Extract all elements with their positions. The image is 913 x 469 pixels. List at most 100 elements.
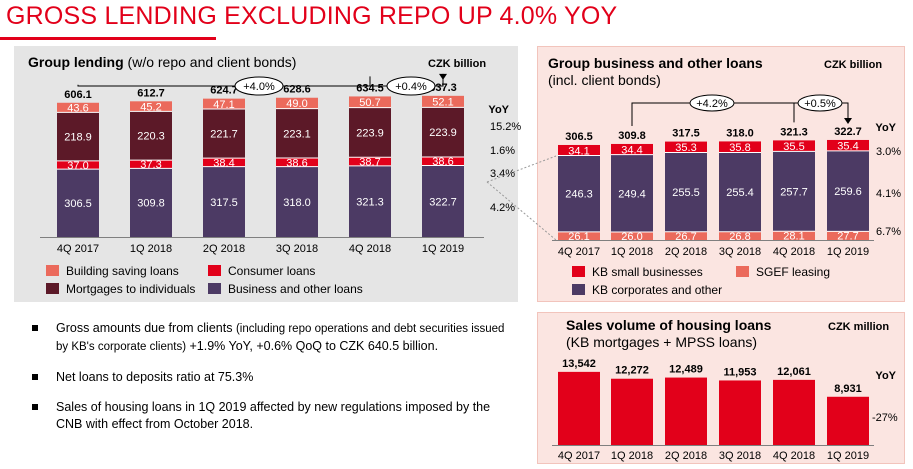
yoy-label: 4.1% — [876, 188, 901, 200]
value-label: 12,061 — [777, 366, 811, 378]
data-label: 34.1 — [568, 145, 589, 157]
total-label: 306.5 — [565, 131, 593, 143]
growth-oval — [689, 94, 735, 112]
bar-segment — [558, 144, 600, 156]
housing-loans-title: Sales volume of housing loans — [566, 317, 772, 333]
bar-segment — [719, 231, 761, 240]
bar-segment — [665, 152, 707, 232]
data-label: 223.9 — [429, 127, 457, 139]
bar-segment — [422, 107, 464, 157]
bar — [611, 378, 653, 445]
data-label: 38.7 — [359, 157, 380, 169]
tick-label: 4Q 2018 — [773, 450, 815, 462]
tick-label: 4Q 2017 — [558, 450, 600, 462]
tick-label: 3Q 2018 — [719, 246, 761, 258]
bar-segment — [276, 108, 318, 159]
data-label: 38.6 — [432, 156, 453, 168]
data-label: 26.7 — [675, 231, 696, 243]
bar-segment — [773, 151, 815, 232]
legend-consumer-loans: Consumer loans — [208, 264, 315, 278]
bar-segment — [719, 152, 761, 232]
data-label: 246.3 — [565, 189, 593, 201]
bar-segment — [422, 165, 464, 237]
bar-segment — [773, 140, 815, 152]
tick-label: 1Q 2019 — [827, 450, 869, 462]
data-label: 38.6 — [286, 157, 307, 169]
bar-segment — [203, 158, 245, 167]
tick-label: 3Q 2018 — [276, 243, 318, 255]
growth-label: +0.4% — [395, 81, 427, 93]
title-underline — [0, 37, 216, 40]
total-label: 322.7 — [834, 126, 862, 138]
growth-label: +4.2% — [696, 98, 728, 110]
data-label: 317.5 — [210, 197, 238, 209]
value-label: 12,272 — [615, 365, 649, 377]
data-label: 47.1 — [213, 99, 234, 111]
yoy-header: YoY — [875, 370, 896, 382]
tick-label: 4Q 2017 — [57, 243, 99, 255]
tick-label: 1Q 2018 — [611, 246, 653, 258]
growth-label: +0.5% — [804, 98, 836, 110]
yoy-label: 4.2% — [490, 202, 515, 214]
growth-arrowhead — [844, 117, 852, 124]
bar-segment — [422, 156, 464, 166]
tick-label: 1Q 2019 — [422, 243, 464, 255]
value-label: 8,931 — [834, 383, 862, 395]
total-label: 321.3 — [780, 126, 808, 138]
tick-label: 4Q 2018 — [349, 243, 391, 255]
bar-segment — [57, 160, 99, 170]
total-label: 612.7 — [137, 87, 165, 99]
business-loans-chart: 26.1 246.3 34.1 306.5 4Q 2017 26.0 249.4 34.4 30… — [552, 94, 901, 258]
bar — [719, 380, 761, 445]
bar-segment — [611, 143, 653, 155]
bar-segment — [665, 141, 707, 153]
business-loans-unit: CZK billion — [824, 59, 883, 71]
bar-segment — [611, 154, 653, 232]
bar-segment — [203, 166, 245, 237]
yoy-label: -27% — [872, 412, 898, 424]
bar — [827, 396, 869, 445]
bar-segment — [57, 169, 99, 237]
bar-segment — [611, 231, 653, 240]
tick-label: 2Q 2018 — [665, 246, 707, 258]
bar-segment — [203, 109, 245, 159]
yoy-label: 15.2% — [490, 121, 521, 133]
data-label: 249.4 — [618, 188, 646, 200]
bullet-housing-sales: Sales of housing loans in 1Q 2019 affect… — [32, 399, 512, 433]
data-label: 35.4 — [837, 140, 858, 152]
data-label: 52.1 — [432, 97, 453, 109]
bullet-marker — [32, 374, 38, 380]
bar-segment — [719, 141, 761, 153]
bullet-list: Gross amounts due from clients (includin… — [32, 320, 512, 446]
bar-segment — [349, 96, 391, 108]
total-label: 624.7 — [210, 85, 238, 97]
tick-label: 2Q 2018 — [203, 243, 245, 255]
business-loans-panel: Group business and other loans (incl. cl… — [537, 46, 905, 302]
bar-segment — [827, 139, 869, 151]
bar-segment — [130, 111, 172, 161]
data-label: 223.9 — [356, 127, 384, 139]
data-label: 35.8 — [729, 142, 750, 154]
yoy-label: 1.6% — [490, 145, 515, 157]
data-label: 49.0 — [286, 98, 307, 110]
data-label: 26.0 — [621, 231, 642, 243]
total-label: 317.5 — [672, 128, 700, 140]
bar-segment — [665, 231, 707, 240]
group-lending-panel: Group lending (w/o repo and client bonds… — [14, 46, 521, 302]
data-label: 306.5 — [64, 198, 92, 210]
bar-segment — [276, 97, 318, 109]
yoy-label: 3.4% — [490, 168, 515, 180]
total-label: 637.3 — [429, 82, 457, 94]
legend-building-saving: Building saving loans — [46, 264, 179, 278]
growth-label: +4.0% — [243, 81, 275, 93]
bullet-marker — [32, 404, 38, 410]
bar-segment — [276, 158, 318, 167]
bar-segment — [558, 155, 600, 232]
growth-bracket — [77, 76, 371, 87]
data-label: 45.2 — [140, 101, 161, 113]
data-label: 35.3 — [675, 142, 696, 154]
data-label: 26.8 — [729, 231, 750, 243]
data-label: 27.7 — [837, 231, 858, 243]
tick-label: 1Q 2019 — [827, 246, 869, 258]
housing-loans-panel: Sales volume of housing loans (KB mortga… — [537, 312, 905, 464]
